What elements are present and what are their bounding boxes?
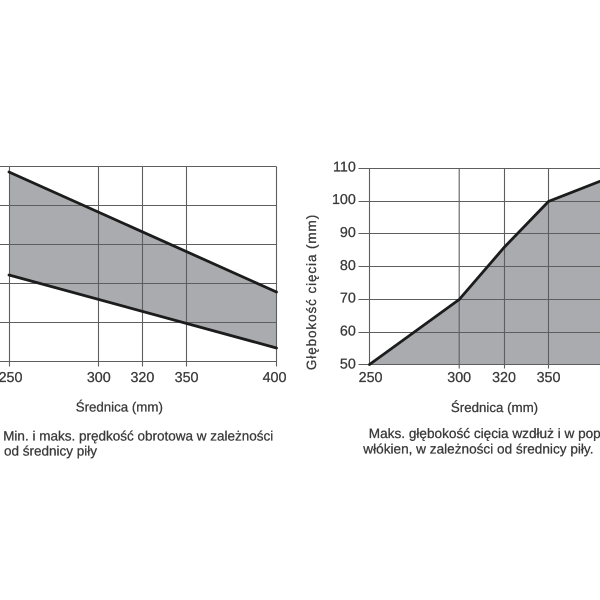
svg-text:320: 320 — [492, 370, 516, 386]
svg-text:50: 50 — [340, 356, 356, 372]
svg-text:250: 250 — [359, 370, 383, 386]
svg-text:350: 350 — [175, 370, 199, 386]
svg-text:400: 400 — [263, 370, 287, 386]
svg-text:250: 250 — [0, 370, 22, 386]
svg-text:350: 350 — [537, 370, 561, 386]
svg-text:300: 300 — [447, 370, 471, 386]
svg-text:od średnicy piły: od średnicy piły — [4, 444, 97, 459]
svg-text:Głębokość cięcia (mm): Głębokość cięcia (mm) — [304, 214, 319, 370]
svg-text:Min. i maks. prędkość obrotowa: Min. i maks. prędkość obrotowa w zależno… — [3, 428, 273, 443]
svg-text:90: 90 — [340, 225, 356, 241]
svg-text:60: 60 — [340, 324, 356, 340]
svg-text:80: 80 — [340, 258, 356, 274]
svg-text:Średnica (mm): Średnica (mm) — [76, 400, 163, 415]
svg-text:320: 320 — [130, 370, 154, 386]
svg-text:70: 70 — [340, 291, 356, 307]
svg-text:110: 110 — [333, 159, 356, 175]
svg-text:Maks. głębokość cięcia wzdłuż: Maks. głębokość cięcia wzdłuż i w poprze… — [369, 426, 600, 441]
svg-text:100: 100 — [332, 192, 356, 208]
svg-text:300: 300 — [87, 370, 111, 386]
svg-text:Średnica (mm): Średnica (mm) — [451, 400, 538, 415]
svg-text:włókien, w zależności od średn: włókien, w zależności od średnicy piły. — [362, 441, 593, 456]
